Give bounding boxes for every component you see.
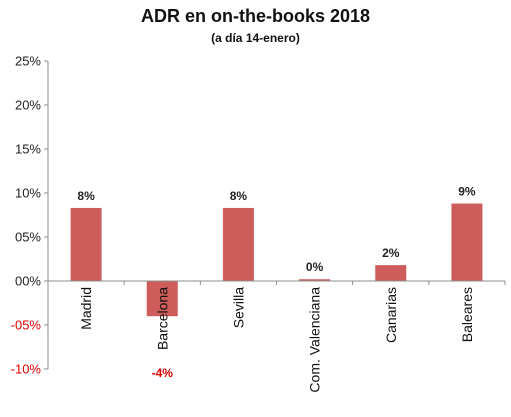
bars xyxy=(70,203,483,317)
chart-subtitle: (a día 14-enero) xyxy=(211,31,300,45)
y-tick-label: 15% xyxy=(15,142,41,157)
category-label: Madrid xyxy=(78,287,94,330)
category-label: Sevilla xyxy=(230,287,246,328)
category-label: Baleares xyxy=(459,287,475,342)
data-label: 2% xyxy=(382,246,400,260)
data-label: 9% xyxy=(458,185,476,199)
bar xyxy=(70,207,102,281)
y-tick-label: 05% xyxy=(15,230,41,245)
bar xyxy=(222,207,254,281)
y-tick-label: 25% xyxy=(15,54,41,69)
bar xyxy=(451,203,483,281)
y-tick-label: -10% xyxy=(11,362,42,377)
bar xyxy=(146,281,178,317)
chart-title: ADR en on-the-books 2018 xyxy=(140,6,371,26)
data-labels: 8% -4% 8% 0% 2% 9% xyxy=(77,185,476,380)
bar xyxy=(375,265,407,281)
bar xyxy=(299,279,331,281)
data-label: 8% xyxy=(230,189,248,203)
data-label: 0% xyxy=(306,260,324,274)
data-label: -4% xyxy=(152,366,174,380)
y-tick-label: 20% xyxy=(15,98,41,113)
category-label: Barcelona xyxy=(154,287,170,350)
y-tick-label: -05% xyxy=(11,318,42,333)
data-label: 8% xyxy=(77,189,95,203)
category-labels: Madrid Barcelona Sevilla Com. Valenciana Can… xyxy=(78,287,475,393)
y-tick-label: 10% xyxy=(15,186,41,201)
y-tick-label: 00% xyxy=(15,274,41,289)
y-axis: 25% 20% 15% 10% 05% 00% -05% -10% xyxy=(11,54,49,377)
category-label: Com. Valenciana xyxy=(307,287,323,393)
x-axis xyxy=(47,280,506,285)
category-label: Canarias xyxy=(383,287,399,343)
